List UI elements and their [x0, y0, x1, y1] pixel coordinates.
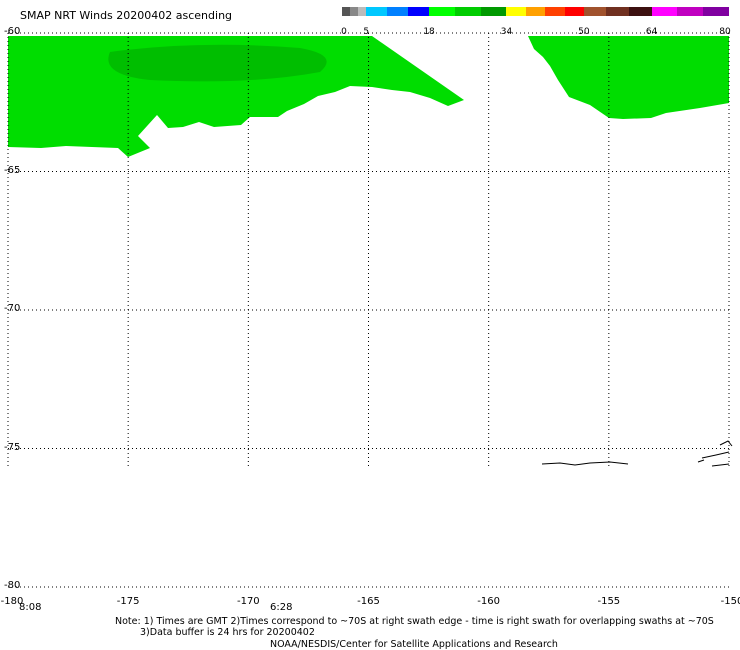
wind-speed-colorbar: 0 5 18 34 50 64 80	[341, 7, 731, 37]
latitude-label: -65	[4, 164, 21, 176]
colorbar-label: 80	[719, 27, 731, 37]
colorbar-segment	[366, 7, 388, 16]
colorbar-segment	[408, 7, 430, 16]
swath-time-left: 8:08	[19, 602, 42, 613]
longitude-label: -180	[0, 596, 24, 607]
note-line-1: Note: 1) Times are GMT 2)Times correspon…	[115, 616, 714, 627]
colorbar-segment	[629, 7, 653, 16]
coastline	[541, 440, 733, 467]
colorbar-segment	[358, 7, 367, 16]
longitude-label: -175	[116, 596, 140, 607]
longitude-label: -150	[720, 596, 740, 607]
wind-swath-left-core	[108, 44, 327, 82]
colorbar-segment	[545, 7, 566, 16]
latitude-label: -70	[4, 303, 21, 314]
colorbar-segment	[429, 7, 456, 16]
colorbar-segment	[480, 7, 507, 16]
swath-time-right: 6:28	[270, 602, 293, 613]
latitude-label: -60	[4, 26, 21, 37]
colorbar-label: 64	[645, 27, 658, 37]
colorbar-segment	[583, 7, 607, 16]
colorbar-segment	[651, 7, 678, 16]
longitude-label: -160	[477, 596, 501, 607]
colorbar-segment	[454, 7, 482, 16]
colorbar-label: 50	[578, 27, 590, 37]
colorbar-label: 18	[423, 27, 435, 37]
colorbar-segment	[677, 7, 704, 16]
colorbar-segment	[387, 7, 409, 16]
longitude-label: -155	[597, 596, 621, 607]
note-line-2: 3)Data buffer is 24 hrs for 20200402	[140, 627, 315, 638]
colorbar-label: 34	[500, 27, 513, 37]
map-title: SMAP NRT Winds 20200402 ascending	[20, 9, 233, 22]
latitude-label: -80	[4, 580, 21, 591]
colorbar-segment	[564, 7, 585, 16]
colorbar-segment	[506, 7, 527, 16]
wind-swath-right	[528, 36, 729, 119]
wind-swath-left	[8, 36, 464, 157]
colorbar-segment	[703, 7, 730, 16]
credit-line: NOAA/NESDIS/Center for Satellite Applica…	[270, 639, 558, 650]
latitude-label: -75	[4, 441, 21, 453]
longitude-label: -170	[236, 596, 260, 607]
colorbar-segment	[525, 7, 546, 16]
longitude-label: -165	[357, 596, 380, 607]
colorbar-segment	[350, 7, 359, 16]
colorbar-segment	[342, 7, 351, 16]
colorbar-label: 0	[341, 27, 347, 37]
colorbar-label: 5	[363, 27, 370, 37]
colorbar-segment	[606, 7, 630, 16]
